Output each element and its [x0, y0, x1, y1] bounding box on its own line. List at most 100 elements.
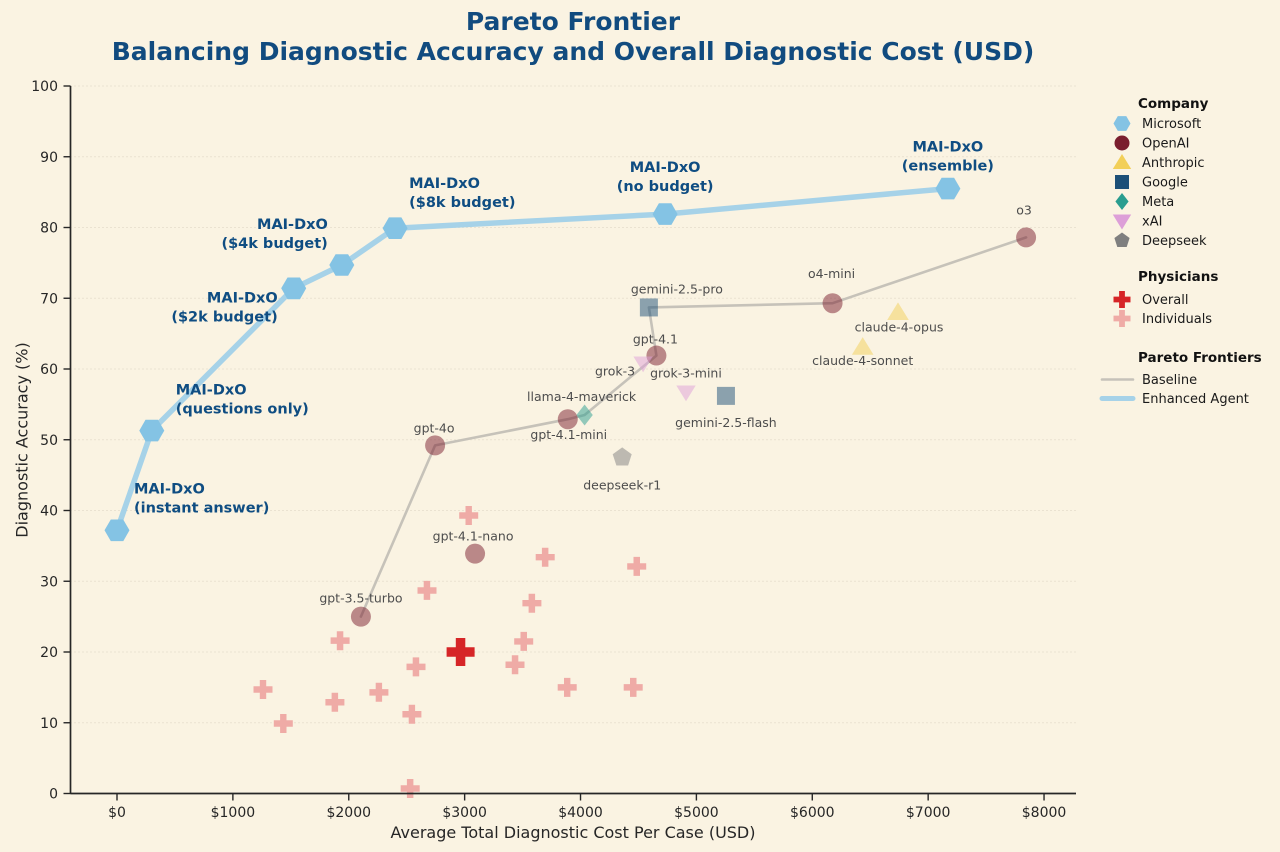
y-tick-label: 20 [40, 645, 58, 661]
x-tick-label: $0 [108, 805, 126, 821]
legend-swatch-Deepseek [1114, 232, 1130, 247]
data-point-o4-mini [822, 293, 843, 314]
physician-individual-point [400, 779, 420, 798]
physician-individual-point [417, 580, 437, 600]
chart-title-line1: Pareto Frontier [465, 7, 681, 36]
legend-label-OpenAI: OpenAI [1142, 137, 1189, 152]
physician-individual-point [406, 657, 426, 677]
baseline-frontier-line [359, 236, 1028, 618]
data-point-label-gpt-3.5-turbo: gpt-3.5-turbo [319, 591, 402, 606]
physician-individual-point [369, 682, 389, 702]
y-tick-label: 60 [40, 362, 58, 378]
x-tick-label: $4000 [558, 805, 603, 821]
legend: Company Microsoft OpenAI Anthropic Google Met… [1099, 96, 1262, 407]
mai-point-(no budget) [652, 203, 678, 225]
mai-point-label: MAI-DxO [409, 176, 480, 192]
y-tick-label: 30 [40, 574, 58, 590]
data-point-label-gemini-2.5-flash: gemini-2.5-flash [675, 415, 777, 430]
mai-point-label: MAI-DxO [207, 290, 278, 306]
y-tick-label: 100 [31, 79, 58, 95]
legend-swatch-xAI [1112, 214, 1132, 230]
axes: $0 $1000 $2000 $3000 $4000 $5000 $6000 $7000 $80… [31, 79, 1076, 821]
data-point-grok-3 [633, 356, 653, 373]
data-point-label-gpt-4.1: gpt-4.1 [633, 332, 678, 347]
physician-points [253, 506, 647, 798]
legend-swatch-Microsoft [1113, 116, 1131, 131]
mai-point-($2k budget) [281, 277, 307, 300]
legend-label-xAI: xAI [1142, 215, 1162, 230]
data-point-label-gpt-4o: gpt-4o [414, 420, 455, 435]
legend-swatch-Meta [1115, 193, 1129, 210]
mai-point-label: MAI-DxO [176, 383, 247, 399]
physician-individual-point [273, 714, 293, 733]
data-point-gemini-2.5-flash [716, 386, 735, 405]
data-point-label-gpt-4.1-nano: gpt-4.1-nano [433, 529, 514, 544]
x-tick-label: $5000 [674, 805, 719, 821]
mai-point-label: ($8k budget) [409, 195, 515, 211]
x-tick-label: $3000 [442, 805, 487, 821]
physician-individual-point [514, 631, 534, 651]
x-tick-label: $8000 [1022, 805, 1067, 821]
data-point-label-grok-3-mini: grok-3-mini [650, 365, 722, 380]
data-point-label-grok-3: grok-3 [595, 363, 635, 378]
y-axis-title: Diagnostic Accuracy (%) [12, 342, 32, 538]
data-point-claude-4-opus [887, 302, 909, 320]
data-point-gemini-2.5-pro [639, 298, 658, 317]
data-point-gpt-4.1 [646, 345, 667, 366]
data-point-label-o3: o3 [1016, 202, 1032, 217]
physician-individual-point [505, 655, 525, 675]
legend-label-Enhanced Agent: Enhanced Agent [1142, 392, 1249, 407]
mai-point-label: MAI-DxO [257, 217, 328, 233]
legend-label-Deepseek: Deepseek [1142, 234, 1207, 249]
data-point-gpt-4.1-nano [465, 543, 486, 564]
data-point-label-gpt-4.1-mini: gpt-4.1-mini [530, 427, 607, 442]
physician-individual-point [623, 677, 643, 697]
legend-swatch-Individuals [1113, 310, 1131, 327]
x-tick-label: $1000 [211, 805, 256, 821]
legend-header-Pareto Frontiers: Pareto Frontiers [1138, 350, 1262, 366]
y-tick-label: 80 [40, 221, 58, 237]
physician-individual-point [522, 593, 542, 613]
mai-point-label: (instant answer) [134, 500, 269, 516]
x-tick-label: $7000 [906, 805, 951, 821]
mai-point-label: (questions only) [176, 402, 309, 418]
data-point-o3 [1016, 227, 1037, 248]
mai-point-(instant answer) [104, 519, 130, 542]
legend-header-Physicians: Physicians [1138, 269, 1218, 285]
company-points: gpt-3.5-turbo gpt-4o gpt-4.1-nano gpt-4.1-m… [319, 202, 1037, 627]
data-point-gpt-4.1-mini [557, 409, 578, 430]
mai-point-label: ($2k budget) [171, 309, 277, 325]
y-tick-label: 70 [40, 291, 58, 307]
legend-label-Overall: Overall [1142, 293, 1188, 308]
data-point-label-llama-4-maverick: llama-4-maverick [527, 389, 637, 404]
x-tick-label: $2000 [326, 805, 371, 821]
mai-point-($8k budget) [382, 217, 408, 239]
legend-label-Anthropic: Anthropic [1142, 156, 1205, 171]
data-point-label-gemini-2.5-pro: gemini-2.5-pro [631, 281, 723, 296]
mai-point-(ensemble) [935, 177, 961, 200]
data-point-grok-3-mini [676, 385, 696, 402]
y-tick-label: 40 [40, 504, 58, 520]
mai-point-label: MAI-DxO [912, 140, 983, 156]
data-point-gpt-4o [425, 435, 446, 456]
physician-individual-point [557, 677, 577, 697]
physician-overall-point [446, 638, 475, 666]
physician-individual-point [330, 631, 350, 651]
legend-label-Google: Google [1142, 176, 1188, 191]
legend-swatch-Google [1115, 175, 1129, 189]
y-tick-label: 0 [49, 787, 58, 803]
data-point-label-claude-4-sonnet: claude-4-sonnet [812, 353, 913, 368]
data-point-deepseek-r1 [612, 447, 632, 466]
legend-label-Baseline: Baseline [1142, 373, 1197, 388]
data-point-llama-4-maverick [576, 404, 593, 426]
legend-header-Company: Company [1138, 96, 1209, 112]
legend-label-Microsoft: Microsoft [1142, 117, 1201, 132]
legend-swatch-Overall [1113, 291, 1131, 308]
physician-individual-point [402, 704, 422, 724]
y-tick-label: 90 [40, 150, 58, 166]
data-point-label-deepseek-r1: deepseek-r1 [583, 477, 661, 492]
physician-individual-point [627, 556, 647, 576]
physician-individual-point [325, 692, 345, 712]
x-tick-label: $6000 [790, 805, 835, 821]
